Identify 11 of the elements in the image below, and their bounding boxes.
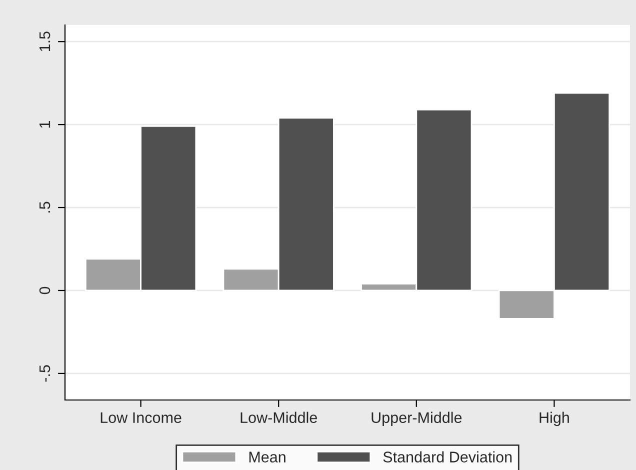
y-tick-label: 0 — [39, 286, 50, 294]
legend-label: Mean — [249, 452, 286, 462]
y-tick-label: 1.5 — [40, 32, 50, 52]
legend-label: Standard Deviation — [383, 451, 512, 462]
x-tick-label: Upper-Middle — [372, 412, 462, 426]
y-tick-label: .5 — [40, 202, 50, 212]
y-tick-label: 1 — [40, 121, 50, 128]
x-tick-label: High — [540, 412, 569, 426]
x-tick-label: Low Income — [100, 412, 182, 424]
x-tick-label: Low-Middle — [240, 412, 317, 424]
y-tick-label: -.5 — [40, 365, 50, 382]
